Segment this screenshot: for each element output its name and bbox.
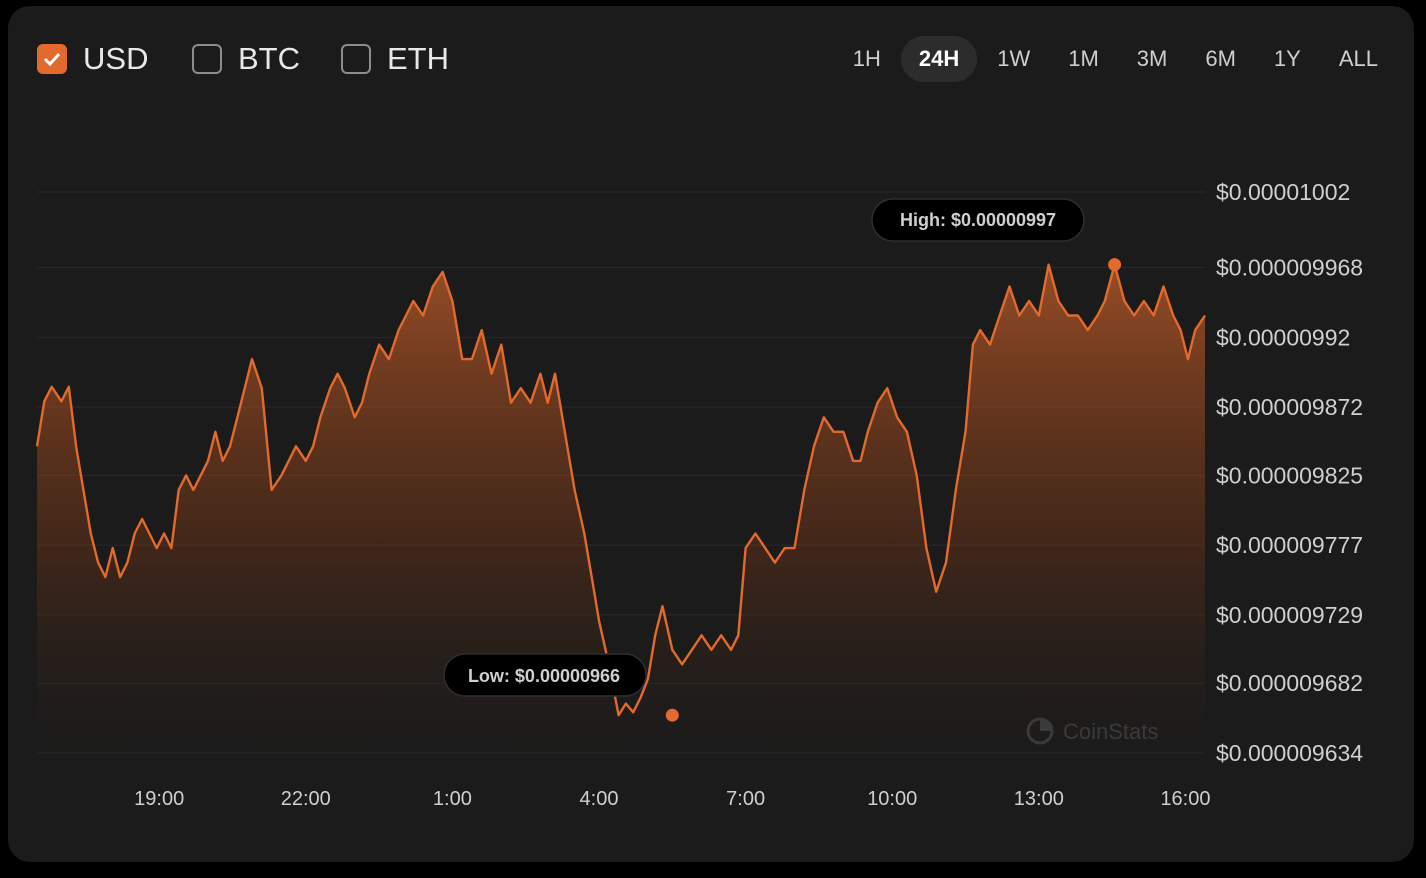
usd-checkbox[interactable] [37,44,67,74]
btc-label: BTC [238,41,300,76]
x-axis: 19:00 22:00 1:00 4:00 7:00 10:00 13:00 16:00 [134,788,1210,810]
y-tick-label: $0.000009634 [1216,740,1363,766]
high-tooltip: High: $0.00000997 [871,198,1085,242]
y-axis: $0.00001002 $0.000009968 $0.00000992 $0.000… [1216,179,1363,766]
y-tick-label: $0.000009777 [1216,532,1363,558]
y-tick-label: $0.00001002 [1216,179,1350,205]
range-1y[interactable]: 1Y [1273,46,1301,71]
x-tick-label: 22:00 [281,788,331,810]
price-chart: $0.00001002 $0.000009968 $0.00000992 $0.000… [35,179,1363,810]
y-tick-label: $0.000009729 [1216,602,1363,628]
currency-toggle-eth[interactable]: ETH [341,41,449,76]
currency-toggle-btc[interactable]: BTC [192,41,300,76]
x-tick-label: 16:00 [1160,788,1210,810]
range-6m[interactable]: 6M [1205,46,1236,71]
price-line [35,263,1206,717]
currency-toggle-usd[interactable]: USD [37,41,149,76]
y-tick-label: $0.000009825 [1216,462,1363,488]
btc-checkbox[interactable] [192,44,222,74]
y-tick-label: $0.00000992 [1216,324,1350,350]
range-24h[interactable]: 24H [900,36,978,82]
price-area-fill [37,264,1205,774]
x-tick-label: 7:00 [726,788,765,810]
coinstats-watermark: CoinStats [1026,717,1158,745]
range-1h[interactable]: 1H [852,46,881,71]
low-tooltip-bg [443,653,647,697]
eth-checkbox[interactable] [341,44,371,74]
range-all[interactable]: ALL [1338,46,1378,71]
x-tick-label: 19:00 [134,788,184,810]
range-1w[interactable]: 1W [997,46,1031,71]
watermark-text: CoinStats [1063,719,1158,744]
x-tick-label: 10:00 [867,788,917,810]
x-tick-label: 13:00 [1014,788,1064,810]
coinstats-logo-wedge [1040,719,1052,731]
price-chart-card: USD BTC ETH 1H 24H 1W 1M 3M 6M 1Y ALL $0 [8,6,1414,862]
range-1m[interactable]: 1M [1068,46,1099,71]
y-tick-label: $0.000009682 [1216,670,1363,696]
high-tooltip-text: High: $0.00000997 [900,210,1056,230]
y-tick-label: $0.000009968 [1216,255,1363,281]
eth-label: ETH [387,41,449,76]
x-tick-label: 4:00 [580,788,619,810]
y-tick-label: $0.000009872 [1216,394,1363,420]
usd-label: USD [83,41,149,76]
high-marker [1108,258,1122,272]
high-tooltip-bg [871,198,1085,242]
check-icon [43,52,61,66]
range-3m[interactable]: 3M [1136,46,1168,71]
time-range-selector: 1H 24H 1W 1M 3M 6M 1Y ALL [833,36,1396,82]
low-tooltip-text: Low: $0.00000966 [468,666,620,686]
x-tick-label: 1:00 [433,788,472,810]
low-tooltip: Low: $0.00000966 [443,653,647,697]
low-marker [665,708,679,722]
